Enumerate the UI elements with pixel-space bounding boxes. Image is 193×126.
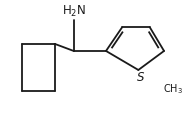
Text: S: S: [136, 71, 144, 84]
Text: CH$_3$: CH$_3$: [163, 82, 183, 96]
Text: H$_2$N: H$_2$N: [62, 4, 86, 19]
